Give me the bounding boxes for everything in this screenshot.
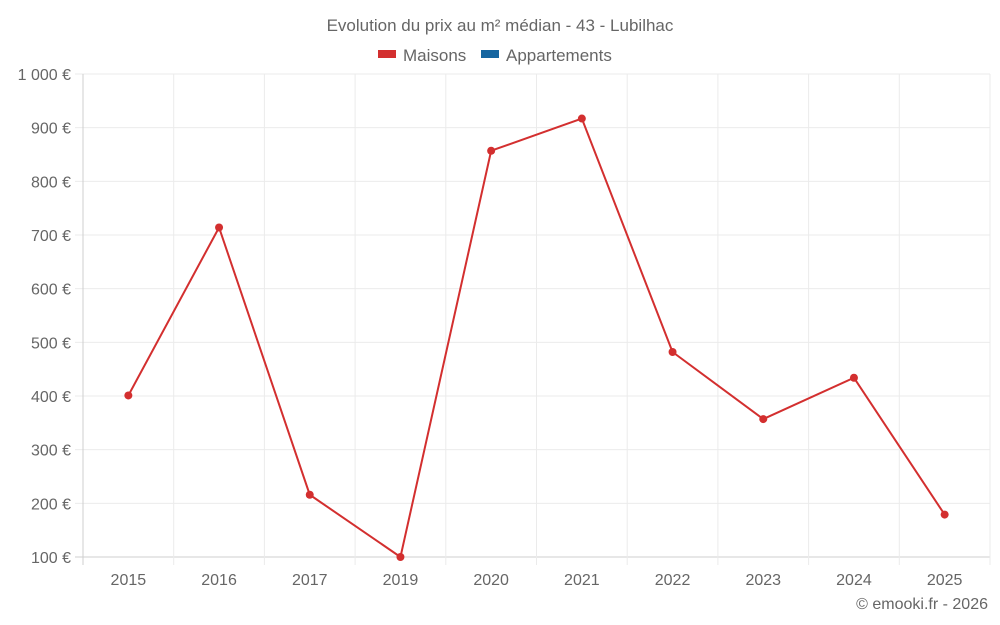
- data-point[interactable]: [668, 347, 677, 356]
- legend-label-maisons: Maisons: [403, 46, 466, 65]
- x-tick-label: 2019: [383, 572, 419, 589]
- x-tick-label: 2023: [745, 572, 781, 589]
- legend-label-appartements: Appartements: [506, 46, 612, 65]
- x-tick-label: 2022: [655, 572, 691, 589]
- data-point[interactable]: [487, 146, 496, 155]
- x-axis: 2015 2016 2017 2019 2020 2021 2022 2023 2024 2025: [111, 572, 963, 589]
- y-tick-label: 600 €: [31, 282, 71, 299]
- legend-swatch-appartements: [481, 50, 499, 58]
- data-point[interactable]: [396, 553, 405, 561]
- data-point[interactable]: [849, 373, 858, 382]
- y-tick-label: 500 €: [31, 335, 71, 352]
- x-tick-label: 2015: [111, 572, 147, 589]
- x-tick-label: 2024: [836, 572, 872, 589]
- data-point[interactable]: [215, 223, 224, 232]
- x-tick-label: 2021: [564, 572, 600, 589]
- x-tick-label: 2025: [927, 572, 963, 589]
- legend-swatch-maisons: [378, 50, 396, 58]
- x-tick-label: 2020: [473, 572, 509, 589]
- legend-item-appartements[interactable]: Appartements: [481, 46, 612, 65]
- data-point[interactable]: [124, 391, 133, 400]
- y-tick-label: 100 €: [31, 550, 71, 567]
- legend: Maisons Appartements: [378, 46, 612, 65]
- y-tick-label: 1 000 €: [18, 67, 71, 84]
- y-tick-label: 800 €: [31, 174, 71, 191]
- series-line-maisons: [127, 117, 946, 558]
- x-tick-label: 2016: [201, 572, 237, 589]
- data-point[interactable]: [577, 114, 586, 123]
- y-tick-label: 400 €: [31, 389, 71, 406]
- grid: [75, 73, 991, 565]
- data-point[interactable]: [759, 415, 768, 424]
- y-tick-label: 200 €: [31, 496, 71, 513]
- y-tick-label: 900 €: [31, 121, 71, 138]
- legend-item-maisons[interactable]: Maisons: [378, 46, 466, 65]
- chart-title: Evolution du prix au m² médian - 43 - Lu…: [327, 16, 674, 35]
- data-point[interactable]: [305, 490, 314, 499]
- y-axis: 100 € 200 € 300 € 400 € 500 € 600 € 700 € 800 €…: [18, 67, 71, 567]
- credit-text: © emooki.fr - 2026: [856, 596, 988, 613]
- x-tick-label: 2017: [292, 572, 328, 589]
- data-point[interactable]: [940, 510, 949, 519]
- y-tick-label: 700 €: [31, 228, 71, 245]
- series-maisons: [124, 114, 949, 561]
- y-tick-label: 300 €: [31, 443, 71, 460]
